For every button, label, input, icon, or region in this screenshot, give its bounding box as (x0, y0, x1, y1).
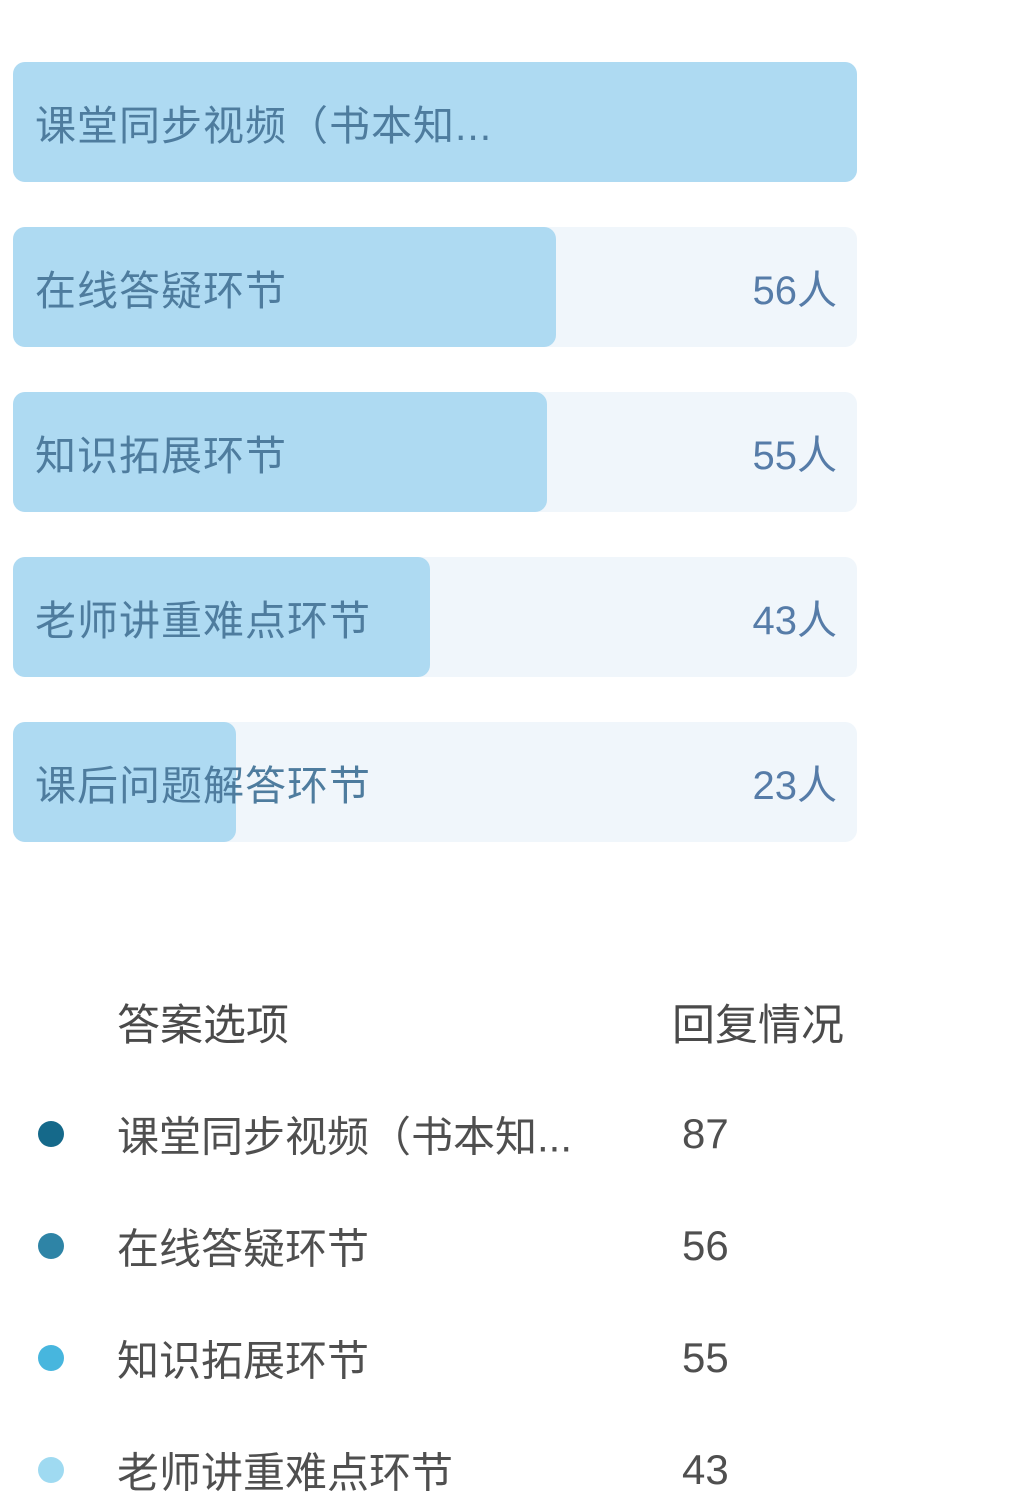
bar-row: 老师讲重难点环节 43人 (13, 557, 857, 677)
table-body: 课堂同步视频（书本知... 87 在线答疑环节 56 知识拓展环节 55 老师讲重难点环节 4… (0, 1078, 1036, 1508)
table-header-row: 答案选项 回复情况 (0, 966, 1036, 1078)
table-row: 老师讲重难点环节 43 (0, 1414, 1036, 1508)
bar-count-label: 55人 (752, 434, 838, 478)
table-row: 知识拓展环节 55 (0, 1302, 1036, 1414)
legend-dot-icon (38, 1121, 64, 1147)
table-header-option: 答案选项 (117, 1002, 289, 1050)
bar-row: 课堂同步视频（书本知... (13, 62, 857, 182)
option-count: 43 (682, 1446, 729, 1493)
bar-fill (13, 557, 431, 677)
bar-chart: 课堂同步视频（书本知... 在线答疑环节 56人知识拓展环节 55人老师讲重难点环节 4… (13, 62, 857, 887)
option-count: 55 (682, 1334, 729, 1381)
bar-row: 在线答疑环节 56人 (13, 227, 857, 347)
bar-label: 课堂同步视频（书本知... (35, 103, 493, 149)
bar-row: 课后问题解答环节 23人 (13, 722, 857, 842)
bar-row: 知识拓展环节 55人 (13, 392, 857, 512)
bar-fill (13, 722, 237, 842)
bar-label: 老师讲重难点环节 (35, 598, 371, 644)
legend-dot-icon (38, 1233, 64, 1259)
option-label: 知识拓展环节 (117, 1337, 370, 1385)
option-label: 在线答疑环节 (117, 1225, 370, 1273)
results-table: 答案选项 回复情况 课堂同步视频（书本知... 87 在线答疑环节 56 知识拓展环节 5… (0, 966, 1036, 1508)
bar-label: 在线答疑环节 (35, 268, 287, 314)
legend-dot-icon (38, 1457, 64, 1483)
bar-fill (13, 227, 557, 347)
option-count: 56 (682, 1222, 729, 1269)
bar-label: 知识拓展环节 (35, 433, 287, 479)
bar-label: 课后问题解答环节 (35, 763, 371, 809)
legend-dot-icon (38, 1345, 64, 1371)
table-header-count: 回复情况 (672, 1002, 844, 1050)
bar-count-label: 43人 (752, 599, 838, 643)
table-row: 在线答疑环节 56 (0, 1190, 1036, 1302)
bar-count-label: 23人 (752, 764, 838, 808)
bar-fill (13, 62, 857, 182)
bar-fill (13, 392, 547, 512)
option-label: 课堂同步视频（书本知... (117, 1113, 573, 1161)
table-row: 课堂同步视频（书本知... 87 (0, 1078, 1036, 1190)
option-label: 老师讲重难点环节 (117, 1449, 454, 1497)
option-count: 87 (682, 1110, 729, 1157)
bar-count-label: 56人 (752, 269, 838, 313)
